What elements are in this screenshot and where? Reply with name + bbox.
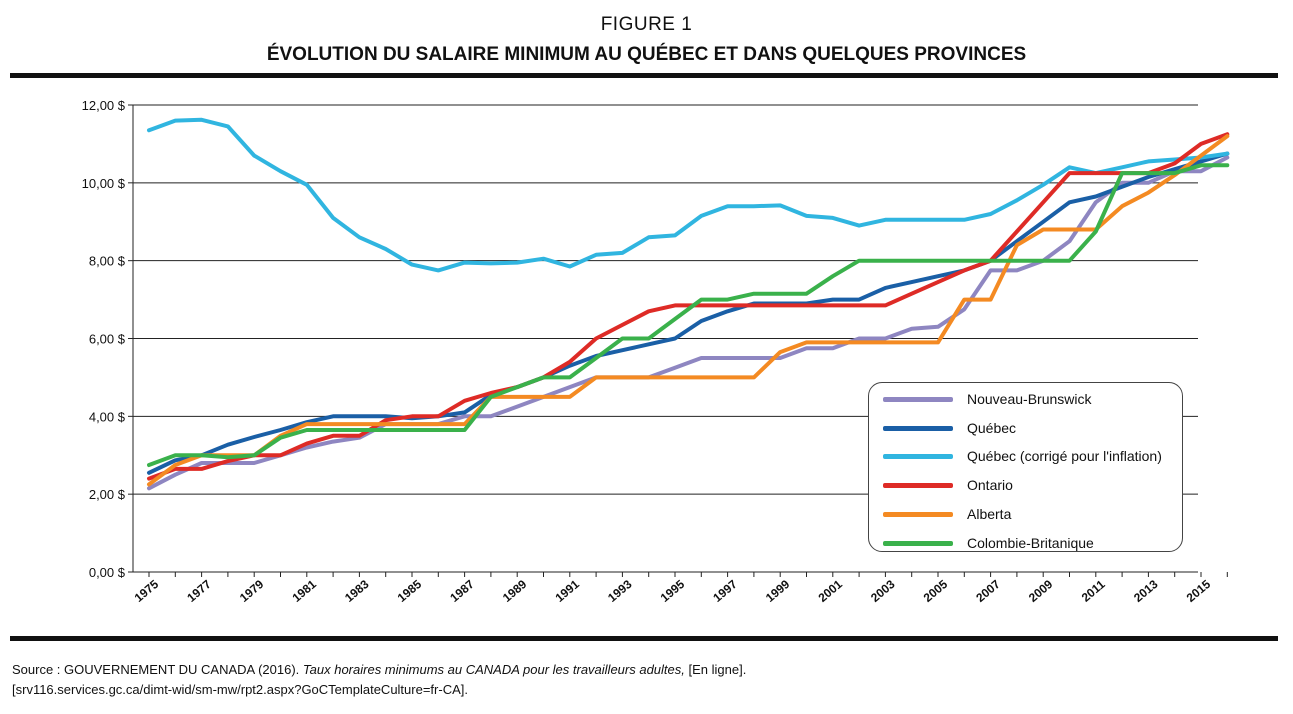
x-tick-label: 2013 xyxy=(1131,577,1161,605)
x-tick-label: 1993 xyxy=(605,577,635,605)
source-url: [srv116.services.gc.ca/dimt-wid/sm-mw/rp… xyxy=(12,682,468,697)
source-title: Taux horaires minimums au CANADA pour le… xyxy=(302,662,685,677)
legend-item-nouveau-brunswick: Nouveau-Brunswick xyxy=(883,388,1092,410)
legend-swatch-quebec-inflation xyxy=(883,453,953,459)
legend-item-quebec-inflation: Québec (corrigé pour l'inflation) xyxy=(883,445,1162,467)
legend-swatch-nouveau-brunswick xyxy=(883,396,953,402)
legend-item-alberta: Alberta xyxy=(883,503,1011,525)
legend-label: Nouveau-Brunswick xyxy=(967,391,1092,407)
series-lines xyxy=(147,117,1230,491)
legend-label: Québec xyxy=(967,420,1017,436)
x-tick-label: 2003 xyxy=(868,577,898,605)
source-line-1: Source : GOUVERNEMENT DU CANADA (2016). … xyxy=(12,660,1282,680)
y-tick-label: 2,00 $ xyxy=(89,487,126,502)
y-tick-label: 4,00 $ xyxy=(89,409,126,424)
source-prefix: Source : GOUVERNEMENT DU CANADA (2016). xyxy=(12,662,303,677)
y-tick-label: 0,00 $ xyxy=(89,565,126,580)
series-line-colombie-britanique xyxy=(147,163,1230,467)
series-line-ontario xyxy=(147,132,1230,481)
legend-item-ontario: Ontario xyxy=(883,474,1013,496)
x-tick-label: 2015 xyxy=(1184,577,1214,605)
series-line-quebec xyxy=(147,151,1230,475)
legend-swatch-quebec xyxy=(883,425,953,431)
source-note: Source : GOUVERNEMENT DU CANADA (2016). … xyxy=(12,660,1282,700)
x-tick-label: 1989 xyxy=(500,577,530,605)
line-chart: 0,00 $ 2,00 $ 4,00 $ 6,00 $ 8,00 $ 10,00 $ 12,… xyxy=(82,98,1230,605)
x-tick-label: 1997 xyxy=(710,577,740,605)
legend-label: Québec (corrigé pour l'inflation) xyxy=(967,448,1162,464)
figure-label: FIGURE 1 xyxy=(600,14,693,35)
legend-swatch-colombie-britanique xyxy=(883,540,953,546)
figure-title: ÉVOLUTION DU SALAIRE MINIMUM AU QUÉBEC E… xyxy=(266,44,1027,65)
x-tick-labels: 1975 1977 1979 1981 1983 1985 1987 1989 1991 1993… xyxy=(132,577,1214,605)
x-tick-label: 1979 xyxy=(237,577,267,605)
x-tick-label: 1999 xyxy=(763,577,793,605)
legend-label: Alberta xyxy=(967,506,1012,522)
legend-label: Colombie-Britanique xyxy=(967,535,1094,551)
y-tick-label: 8,00 $ xyxy=(89,254,126,269)
x-tick-label: 1995 xyxy=(658,577,688,605)
x-tick-label: 1983 xyxy=(342,577,372,605)
y-tick-label: 10,00 $ xyxy=(82,176,126,191)
chart-legend: Nouveau-Brunswick Québec Québec (corrigé… xyxy=(868,382,1183,552)
x-tick-label: 1975 xyxy=(132,577,162,605)
series-line-alberta xyxy=(147,134,1230,487)
y-tick-label: 12,00 $ xyxy=(82,98,126,113)
x-tick-label: 1977 xyxy=(184,577,214,605)
y-tick-label: 6,00 $ xyxy=(89,332,126,347)
axes xyxy=(128,104,1228,577)
x-tick-label: 2009 xyxy=(1026,577,1056,605)
series-line-nouveau-brunswick xyxy=(147,155,1230,491)
x-tick-label: 1985 xyxy=(395,577,425,605)
source-suffix: [En ligne]. xyxy=(684,662,747,677)
legend-item-quebec: Québec xyxy=(883,417,1016,439)
bottom-rule xyxy=(10,636,1278,641)
x-tick-label: 1981 xyxy=(290,577,320,605)
series-line-quebec-corrige-pour-l-inflation xyxy=(147,117,1230,273)
x-tick-label: 1991 xyxy=(553,577,583,605)
top-rule xyxy=(10,73,1278,78)
legend-swatch-alberta xyxy=(883,511,953,517)
legend-label: Ontario xyxy=(967,477,1013,493)
legend-swatch-ontario xyxy=(883,482,953,488)
x-tick-label: 1987 xyxy=(447,577,477,605)
x-tick-label: 2011 xyxy=(1079,577,1108,605)
y-tick-labels: 0,00 $ 2,00 $ 4,00 $ 6,00 $ 8,00 $ 10,00 $ 12,… xyxy=(82,98,126,580)
x-tick-label: 2001 xyxy=(816,577,846,605)
x-tick-label: 2007 xyxy=(973,577,1003,605)
x-tick-label: 2005 xyxy=(921,577,951,605)
legend-item-colombie-britanique: Colombie-Britanique xyxy=(883,532,1094,554)
